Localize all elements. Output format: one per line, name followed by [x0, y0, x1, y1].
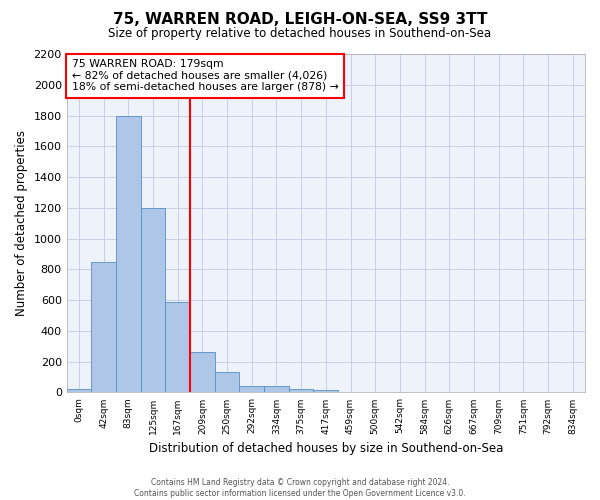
Bar [239, 386, 264, 392]
Bar [91, 262, 116, 392]
Text: Size of property relative to detached houses in Southend-on-Sea: Size of property relative to detached ho… [109, 28, 491, 40]
Text: 75 WARREN ROAD: 179sqm
← 82% of detached houses are smaller (4,026)
18% of semi-: 75 WARREN ROAD: 179sqm ← 82% of detached… [72, 59, 338, 92]
Bar [67, 388, 91, 392]
Bar [166, 302, 190, 392]
Bar [190, 352, 215, 393]
Bar [215, 372, 239, 392]
Bar [264, 386, 289, 392]
X-axis label: Distribution of detached houses by size in Southend-on-Sea: Distribution of detached houses by size … [149, 442, 503, 455]
Text: 75, WARREN ROAD, LEIGH-ON-SEA, SS9 3TT: 75, WARREN ROAD, LEIGH-ON-SEA, SS9 3TT [113, 12, 487, 28]
Bar [289, 388, 313, 392]
Bar [141, 208, 166, 392]
Bar [116, 116, 141, 392]
Bar [313, 390, 338, 392]
Y-axis label: Number of detached properties: Number of detached properties [15, 130, 28, 316]
Text: Contains HM Land Registry data © Crown copyright and database right 2024.
Contai: Contains HM Land Registry data © Crown c… [134, 478, 466, 498]
